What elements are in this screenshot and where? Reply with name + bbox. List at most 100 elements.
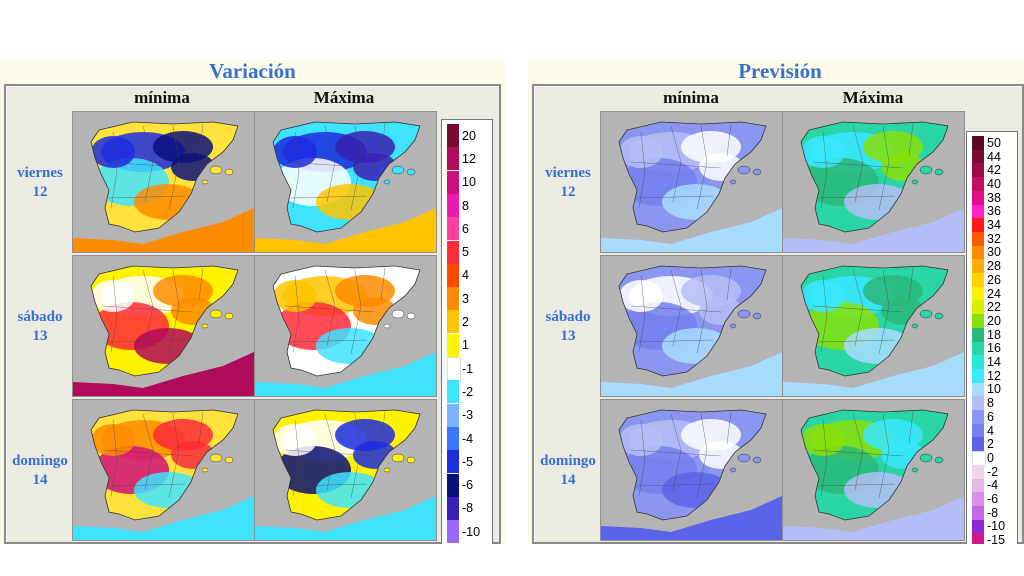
balearic-island bbox=[209, 453, 223, 463]
legend-label: -8 bbox=[462, 501, 474, 516]
map-forecast-min-sun bbox=[600, 399, 783, 541]
legend-label: 16 bbox=[987, 341, 1001, 356]
balearic-island bbox=[737, 165, 751, 175]
legend-row: 6 bbox=[967, 410, 1017, 424]
legend-row: -2 bbox=[967, 465, 1017, 479]
legend-label: 14 bbox=[987, 355, 1001, 370]
map-svg bbox=[73, 265, 254, 396]
legend-swatch bbox=[447, 520, 459, 544]
forecast-day-3: domingo 14 bbox=[535, 452, 601, 490]
legend-label: 8 bbox=[462, 198, 469, 213]
value-region bbox=[316, 184, 384, 220]
legend-swatch bbox=[447, 310, 459, 334]
balearic-island bbox=[911, 467, 919, 473]
balearic-island bbox=[737, 453, 751, 463]
coastline bbox=[90, 409, 239, 521]
legend-label: 30 bbox=[987, 245, 1001, 260]
balearic-island bbox=[919, 165, 933, 175]
variation-legend: 20 12 10 8 6 5 4 3 2 1 -1 -2 -3 -4 -5 -6 -8 -10 bbox=[441, 119, 493, 551]
legend-row: 22 bbox=[967, 300, 1017, 315]
map-svg bbox=[783, 409, 964, 540]
legend-label: -1 bbox=[462, 361, 474, 376]
legend-row: -3 bbox=[442, 403, 492, 427]
day-number: 12 bbox=[32, 184, 48, 200]
legend-label: -10 bbox=[987, 519, 1006, 534]
legend-row: 26 bbox=[967, 273, 1017, 287]
legend-label: 18 bbox=[987, 327, 1001, 342]
legend-row: -10 bbox=[967, 519, 1017, 534]
value-region bbox=[844, 184, 912, 220]
legend-row: 40 bbox=[967, 177, 1017, 192]
map-forecast-max-sat bbox=[782, 255, 965, 397]
variation-panel: Variación mínima Máxima viernes 12 sábad… bbox=[0, 60, 505, 551]
value-region bbox=[801, 136, 845, 168]
legend-label: -8 bbox=[987, 505, 999, 520]
legend-row: 4 bbox=[967, 424, 1017, 438]
balearic-island bbox=[209, 309, 223, 319]
legend-row: 38 bbox=[967, 191, 1017, 205]
legend-row: -2 bbox=[442, 380, 492, 404]
north-africa-shape bbox=[73, 496, 254, 540]
legend-row: 50 bbox=[967, 136, 1017, 150]
balearic-island bbox=[383, 179, 391, 185]
balearic-island bbox=[934, 456, 944, 464]
value-region bbox=[801, 424, 845, 456]
value-region bbox=[801, 280, 845, 312]
legend-swatch bbox=[447, 147, 459, 171]
legend-label: 28 bbox=[987, 259, 1001, 274]
legend-swatch bbox=[447, 287, 459, 311]
value-region bbox=[844, 472, 912, 508]
map-variation-min-sun bbox=[72, 399, 255, 541]
value-region bbox=[619, 136, 663, 168]
legend-swatch bbox=[447, 357, 461, 382]
legend-swatch bbox=[972, 478, 984, 493]
legend-row: 4 bbox=[442, 263, 492, 287]
balearic-island bbox=[752, 168, 762, 176]
value-region bbox=[662, 328, 730, 364]
forecast-legend: 50 44 42 40 38 36 34 32 30 28 26 24 22 20 18 16 14 12 10 8 6… bbox=[966, 131, 1018, 553]
value-region bbox=[134, 184, 202, 220]
forecast-title: Previsión bbox=[738, 59, 822, 83]
north-africa-shape bbox=[783, 496, 964, 540]
balearic-island bbox=[919, 453, 933, 463]
legend-row: 20 bbox=[442, 124, 492, 147]
legend-swatch bbox=[972, 410, 984, 424]
map-svg bbox=[783, 265, 964, 396]
legend-row: 34 bbox=[967, 218, 1017, 233]
map-svg bbox=[783, 121, 964, 252]
north-africa-shape bbox=[601, 208, 782, 252]
map-variation-max-sat bbox=[254, 255, 437, 397]
map-forecast-min-fri bbox=[600, 111, 783, 253]
legend-label: -4 bbox=[462, 431, 474, 446]
legend-row: 8 bbox=[967, 396, 1017, 411]
legend-swatch bbox=[972, 245, 984, 260]
legend-swatch bbox=[972, 382, 984, 397]
legend-label: -6 bbox=[987, 492, 999, 507]
province-borders bbox=[102, 411, 204, 499]
legend-row: -4 bbox=[442, 426, 492, 450]
legend-label: -5 bbox=[462, 454, 474, 469]
forecast-day-1: viernes 12 bbox=[535, 164, 601, 202]
province-borders bbox=[812, 411, 914, 499]
province-borders bbox=[630, 123, 732, 211]
balearic-island bbox=[391, 453, 405, 463]
balearic-island bbox=[391, 165, 405, 175]
legend-label: 6 bbox=[987, 409, 994, 424]
legend-label: 34 bbox=[987, 218, 1001, 233]
legend-row: 18 bbox=[967, 328, 1017, 342]
legend-row: 10 bbox=[442, 170, 492, 194]
balearic-island bbox=[201, 323, 209, 329]
day-number: 12 bbox=[560, 184, 576, 200]
coastline bbox=[272, 265, 421, 377]
legend-label: -4 bbox=[987, 478, 999, 493]
legend-row: 32 bbox=[967, 232, 1017, 246]
map-forecast-max-fri bbox=[782, 111, 965, 253]
balearic-island bbox=[729, 179, 737, 185]
map-svg bbox=[601, 265, 782, 396]
balearic-island bbox=[383, 467, 391, 473]
legend-swatch bbox=[972, 300, 984, 315]
legend-swatch bbox=[972, 314, 984, 329]
legend-swatch bbox=[972, 259, 984, 274]
balearic-island bbox=[383, 323, 391, 329]
legend-swatch bbox=[447, 380, 459, 404]
